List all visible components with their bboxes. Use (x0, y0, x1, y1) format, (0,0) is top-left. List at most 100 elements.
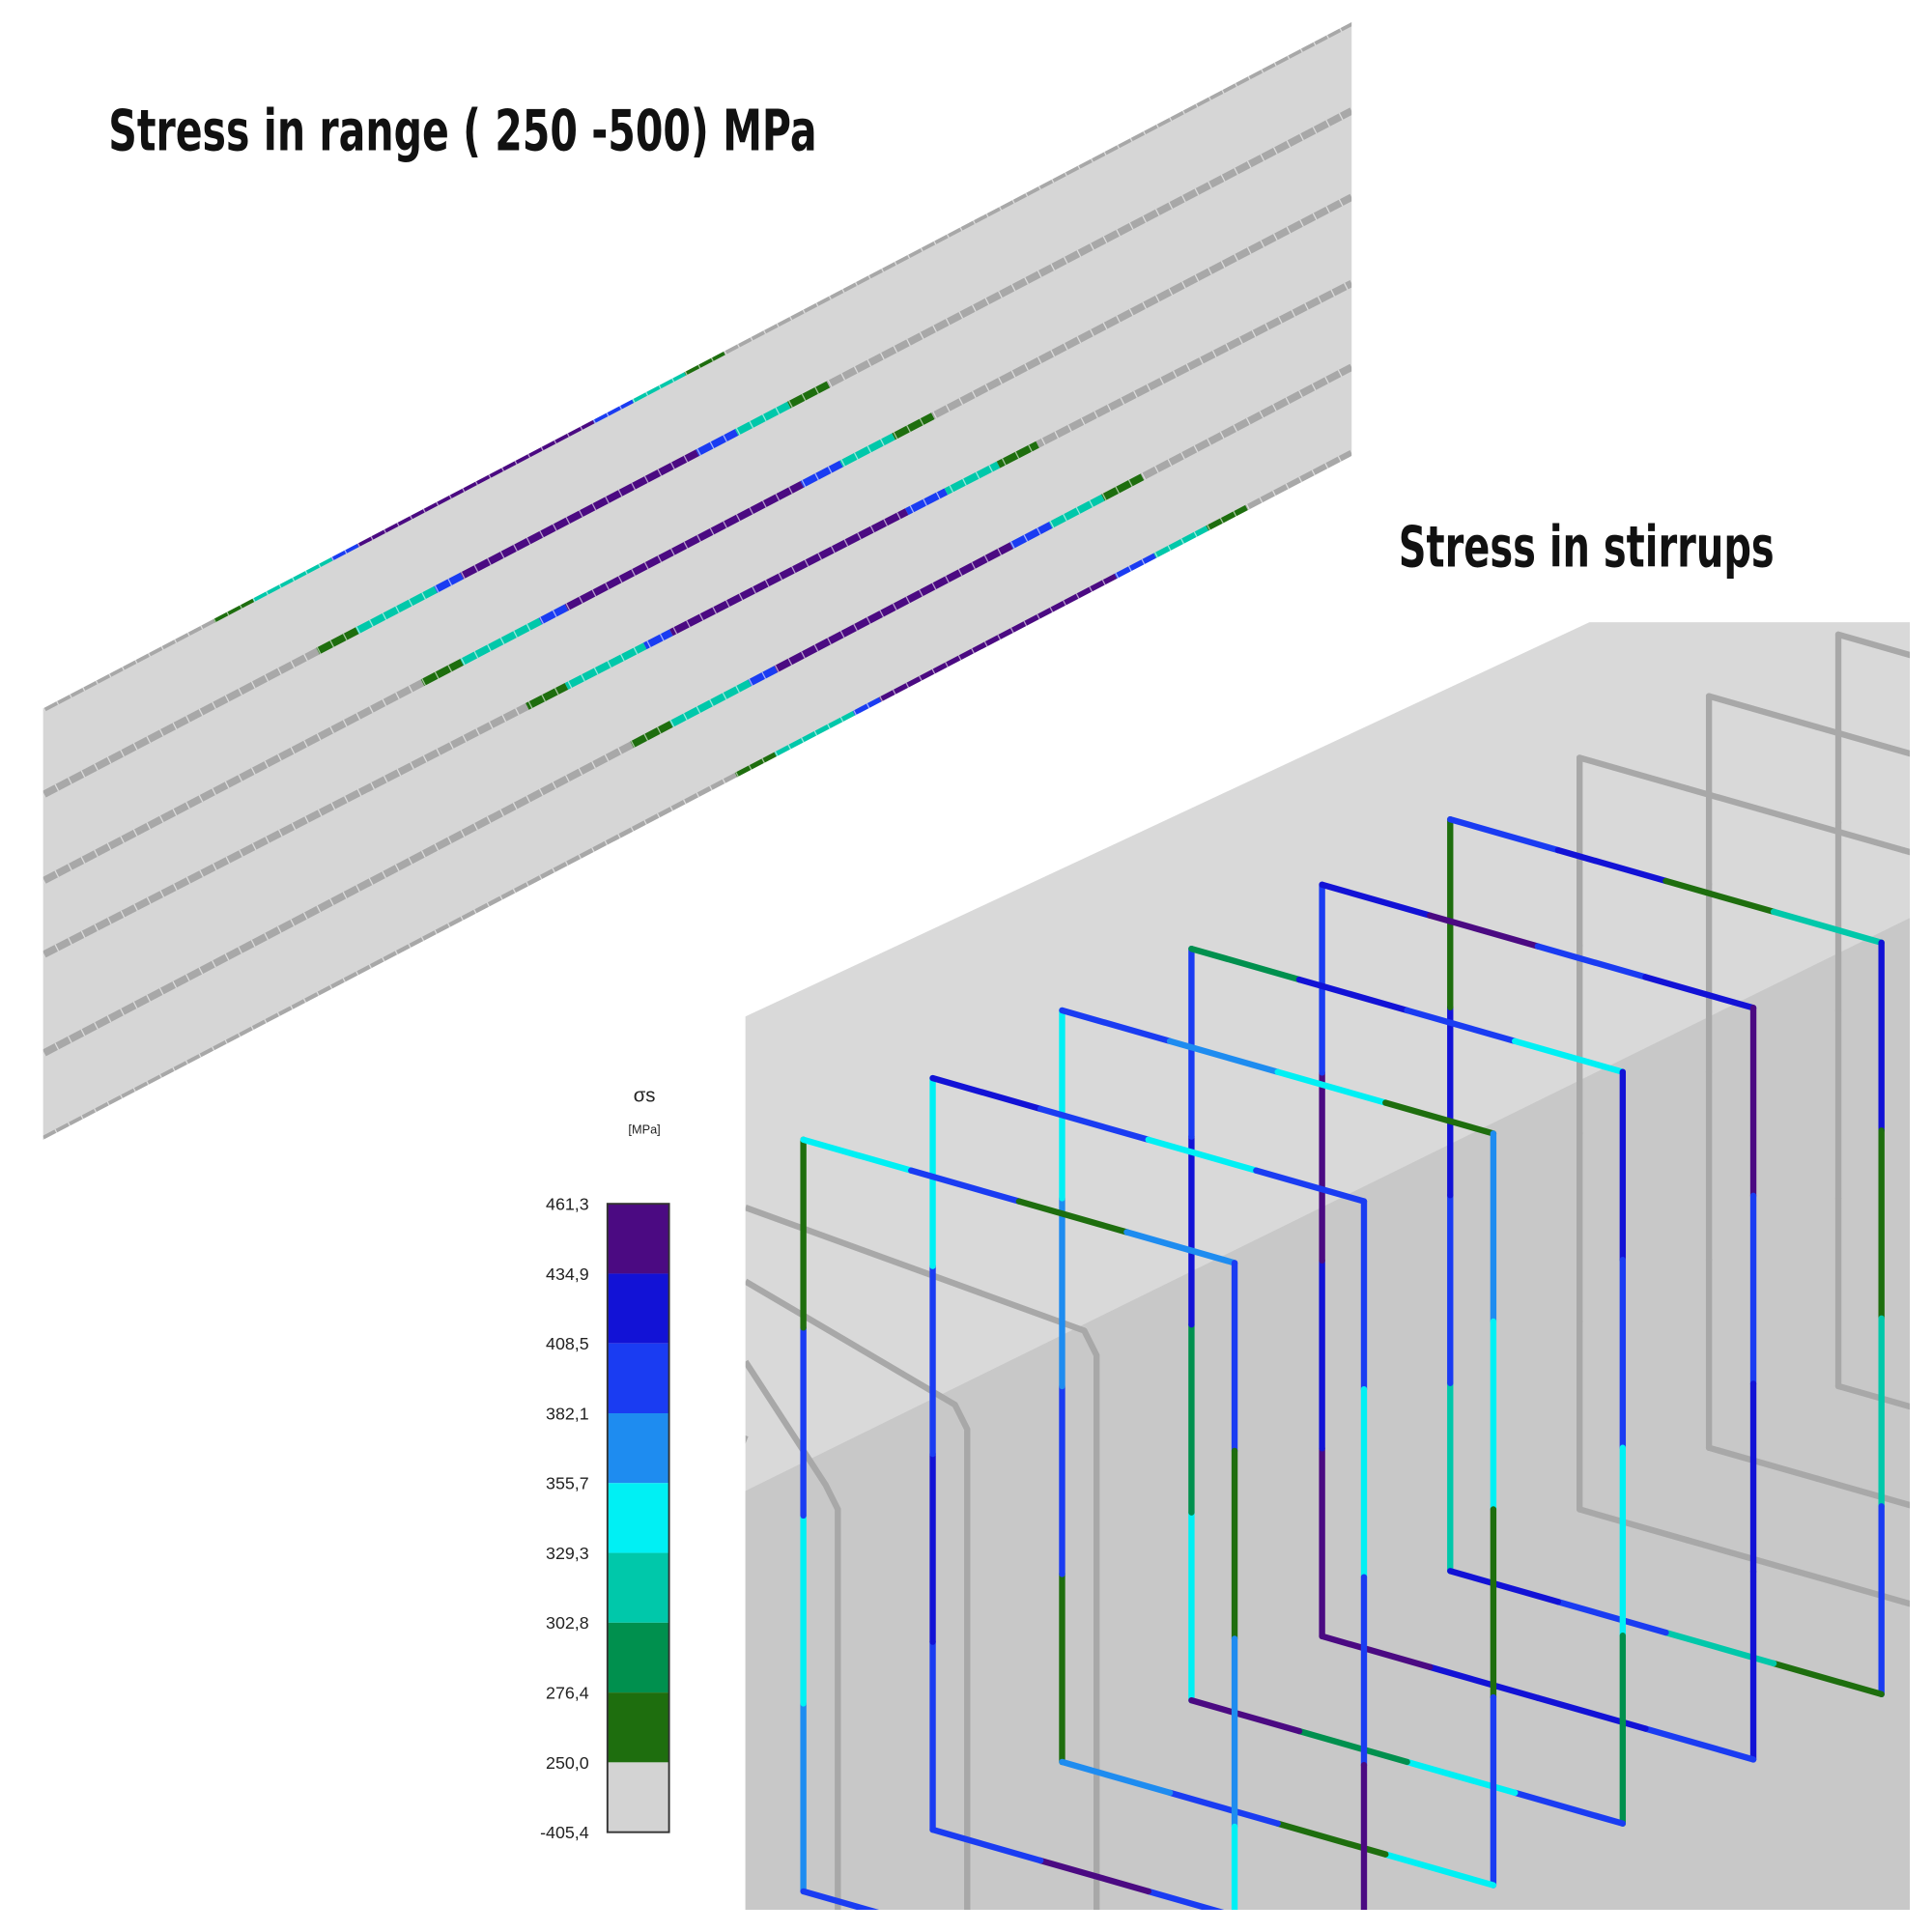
long-bar (745, 1278, 971, 1911)
legend-band (607, 1552, 669, 1623)
long-bar (745, 1204, 1100, 1911)
stirrup-segment (1705, 1444, 1820, 1482)
longitudinal-bars (43, 21, 1352, 1140)
stirrup-segment (929, 1074, 1044, 1113)
bar-segment (460, 449, 699, 580)
title: Stress in range ( 250 -500) MPa (108, 99, 816, 164)
bar-segment (878, 573, 1119, 704)
stirrup-segment (1642, 1725, 1757, 1763)
stirrup-segment (1834, 1382, 1911, 1421)
bar-segment (669, 508, 909, 637)
bar-segment (526, 683, 569, 710)
long-bar (745, 1434, 749, 1911)
stirrup-segment (1684, 785, 1799, 823)
bar-segment (643, 629, 673, 650)
stirrup-segment (1662, 877, 1777, 916)
stirrup-segment (1924, 1509, 1932, 1540)
stirrup-segment (1145, 1136, 1260, 1174)
bar-segment (420, 659, 464, 687)
stirrup-segment (1705, 693, 1820, 730)
stirrup-segment (1188, 1697, 1303, 1735)
stirrup-segment (1059, 1007, 1174, 1044)
legend-symbol: σs (634, 1085, 656, 1106)
bar-segment (839, 433, 895, 468)
bar-segment (43, 741, 634, 1057)
bar-segment (43, 679, 425, 885)
stirrup-segment (1924, 757, 1932, 788)
bar-segment (669, 679, 752, 727)
stirrup-segment (1274, 1820, 1389, 1858)
stirrup-segment (911, 1922, 1019, 1932)
bar-segment (944, 461, 1001, 496)
bar-segment (774, 710, 857, 759)
stirrup-segment (1813, 1475, 1911, 1513)
title: Stress in stirrups (1399, 515, 1775, 581)
stirrup-segment (1534, 943, 1649, 980)
bar-segment (774, 542, 1013, 673)
legend-band (607, 1412, 669, 1484)
legend-band (607, 1273, 669, 1344)
stirrup-segment (1059, 1758, 1174, 1797)
stirrup-segment (1770, 1660, 1885, 1698)
stirrup-segment (1684, 1537, 1799, 1575)
bar-segment (852, 696, 883, 718)
bar-segment (43, 772, 739, 1140)
stirrup-segment (1295, 976, 1410, 1014)
beam-top-face (43, 21, 1352, 1140)
stirrup-segment (1319, 1633, 1434, 1670)
stirrup-segment (1427, 1663, 1542, 1701)
stirrup-segment (1274, 1068, 1389, 1106)
stirrup-segment (1404, 1007, 1519, 1044)
legend-band (607, 1622, 669, 1693)
legend-frame (606, 1203, 670, 1833)
legend-label: 461,3 (546, 1195, 589, 1214)
stirrup-segment (1642, 974, 1757, 1011)
stirrup-segment (908, 1167, 1023, 1205)
bar-segment (43, 702, 529, 958)
bar-segment (800, 460, 843, 488)
legend-band (607, 1343, 669, 1413)
legend-label: 355,7 (546, 1474, 589, 1493)
stirrup-segment (1123, 1229, 1238, 1266)
stirrup-segment (1512, 1037, 1627, 1075)
bar-segment (1153, 526, 1209, 560)
bar-segment (1206, 504, 1249, 532)
stirrup-segment (1792, 816, 1907, 854)
stirrup-segment (1834, 631, 1911, 668)
legend-label: 250,0 (546, 1753, 589, 1773)
stirrup-segment (929, 1826, 1044, 1864)
legend: σs [MPa] 461,3 434,9 408,5 382,1 355,7 329,3 3… (540, 1085, 670, 1842)
bar-segment (316, 627, 359, 655)
bar-segment (355, 416, 595, 548)
bar-segment (1140, 363, 1352, 481)
stirrup-segment (1015, 1198, 1130, 1236)
legend-band (607, 1692, 669, 1763)
stirrup-segment (1813, 724, 1911, 761)
bar-segment (630, 721, 673, 749)
stirrup-segment (1577, 754, 1690, 792)
stirrup-segment (1382, 1099, 1497, 1137)
bar-segment (538, 604, 569, 625)
scene: Stress in range ( 250 -500) MPa Stress i… (43, 21, 1932, 1932)
bar-segment (1048, 494, 1105, 528)
long-bar (745, 1359, 841, 1911)
stirrup-segment (1792, 1568, 1907, 1605)
legend-label: 329,3 (546, 1544, 589, 1563)
bar-segment (748, 666, 778, 687)
stirrup-segment (1188, 945, 1303, 983)
stirrup-segment (1447, 816, 1562, 854)
stirrup-segment (1295, 1727, 1410, 1766)
stirrup-segment (1166, 1789, 1281, 1827)
legend-label: 408,5 (546, 1334, 589, 1353)
stirrup-segment (1577, 1506, 1690, 1544)
stirrup-segment (800, 1888, 915, 1911)
stirrup-segment (1382, 1851, 1497, 1889)
bar-segment (892, 412, 935, 440)
bar-segment (996, 440, 1039, 469)
stirrup-segment (1253, 1167, 1368, 1205)
bar-segment (590, 396, 634, 424)
legend-band (607, 1204, 669, 1274)
stirrup-segment (1145, 1888, 1260, 1911)
stirrup-segment (1534, 1694, 1649, 1732)
